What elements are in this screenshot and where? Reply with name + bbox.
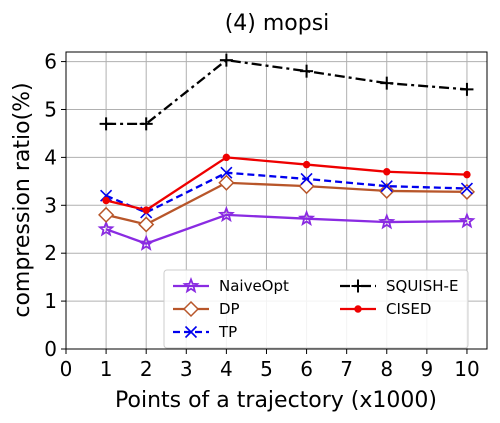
data-point [99, 117, 113, 131]
data-point [97, 220, 115, 237]
data-point [220, 166, 233, 179]
data-point [300, 64, 314, 78]
data-point [222, 153, 231, 162]
x-tick-label: 6 [300, 357, 313, 381]
data-point [219, 53, 233, 67]
x-tick-label: 1 [100, 357, 113, 381]
data-point [378, 182, 395, 199]
data-point [463, 170, 471, 179]
data-point [138, 216, 155, 233]
legend-label: DP [219, 300, 240, 318]
x-axis-label: Points of a trajectory (x1000) [115, 388, 437, 413]
legend-item-squish-e: SQUISH-E [340, 277, 458, 295]
legend-item-dp: DP [173, 300, 240, 318]
x-tick-label: 7 [340, 357, 353, 381]
series-line [105, 171, 467, 214]
legend-label: SQUISH-E [386, 277, 458, 295]
series-cised [102, 153, 471, 214]
series-line [106, 58, 468, 125]
data-point [98, 206, 115, 223]
y-tick-label: 2 [44, 241, 57, 265]
x-tick-label: 8 [380, 357, 393, 381]
legend: NaiveOpt DP TP SQUISH-E CISED [163, 269, 469, 349]
x-tick-label: 4 [220, 357, 233, 381]
y-tick-label: 1 [44, 289, 57, 313]
data-point [380, 76, 394, 90]
data-point [380, 180, 393, 193]
y-tick-label: 6 [44, 50, 57, 74]
data-point [218, 174, 235, 191]
legend-item-cised: CISED [340, 300, 431, 318]
y-axis-label: compression ratio(%) [10, 82, 35, 317]
series-squish-e [99, 53, 474, 131]
series-naiveopt [97, 205, 476, 251]
chart-title: (4) mopsi [225, 11, 330, 36]
data-point [378, 213, 396, 230]
legend-item-tp: TP [173, 323, 237, 341]
data-point [460, 82, 474, 96]
data-point [137, 234, 155, 251]
plot-frame [65, 51, 488, 350]
x-tick-label: 10 [454, 357, 479, 381]
series-line [105, 181, 467, 226]
data-point [460, 182, 474, 195]
legend-marker [351, 279, 365, 293]
legend-label: TP [218, 323, 237, 341]
legend-label: NaiveOpt [219, 277, 289, 295]
y-tick-label: 0 [44, 337, 57, 361]
y-tick-label: 5 [44, 97, 57, 121]
data-point [142, 206, 150, 214]
tick-labels: 0 1 2 3 4 5 6 7 8 9 10 0 1 2 3 4 5 6 [44, 50, 479, 381]
x-tick-label: 2 [140, 357, 153, 381]
x-tick-label: 9 [420, 357, 433, 381]
series-line [105, 156, 467, 212]
legend-marker [184, 325, 198, 339]
x-tick-label: 3 [180, 357, 193, 381]
legend-item-naiveopt: NaiveOpt [173, 277, 289, 295]
legend-marker [182, 300, 200, 318]
legend-label: CISED [386, 300, 431, 318]
data-point [102, 196, 110, 205]
data-point [139, 117, 153, 131]
legend-marker [182, 277, 200, 294]
data-point [458, 183, 476, 200]
data-point [298, 178, 315, 195]
data-point [217, 205, 235, 223]
y-tick-label: 4 [44, 145, 57, 169]
data-point [300, 172, 313, 186]
series-tp [100, 166, 474, 219]
x-tick-label: 5 [260, 357, 273, 381]
series-group [97, 53, 476, 251]
data-point [458, 212, 476, 229]
data-point [383, 168, 391, 176]
data-point [302, 160, 311, 169]
series-line [105, 213, 467, 245]
legend-marker [354, 305, 362, 313]
data-point [100, 189, 113, 202]
x-tick-label: 0 [60, 357, 73, 381]
legend-box [163, 269, 469, 349]
y-tick-label: 3 [44, 193, 57, 217]
data-point [298, 209, 316, 226]
series-dp [98, 174, 476, 233]
